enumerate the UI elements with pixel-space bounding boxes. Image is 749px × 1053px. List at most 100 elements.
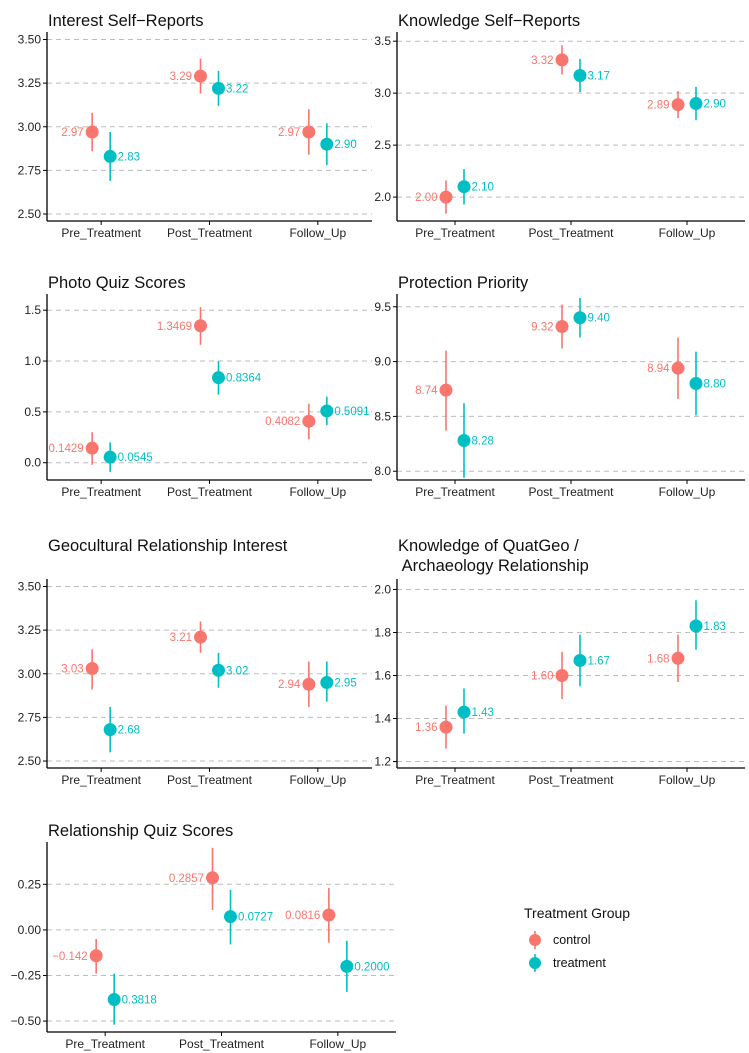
y-tick-label: 3.25 xyxy=(18,76,42,90)
data-point-control xyxy=(439,383,453,397)
x-tick-label: Pre_Treatment xyxy=(415,226,495,240)
data-label-control: −0.142 xyxy=(52,951,88,963)
chart-title: Relationship Quiz Scores xyxy=(48,822,233,840)
y-tick-label: 3.25 xyxy=(18,623,42,637)
data-label-control: 0.4082 xyxy=(265,416,300,428)
data-point-control xyxy=(85,662,99,676)
chart-title: Protection Priority xyxy=(398,274,529,292)
data-label-control: 1.60 xyxy=(531,671,553,683)
data-point-control xyxy=(85,125,99,139)
data-point-control xyxy=(671,361,685,375)
data-point-control xyxy=(555,53,569,67)
data-label-treatment: 3.17 xyxy=(588,70,610,82)
data-label-treatment: 2.83 xyxy=(118,151,140,163)
x-tick-label: Follow_Up xyxy=(289,226,346,240)
data-point-treatment xyxy=(457,705,471,719)
y-tick-label: 9.5 xyxy=(374,300,391,314)
data-point-control xyxy=(439,720,453,734)
chart-title: Interest Self−Reports xyxy=(48,12,203,30)
x-tick-label: Pre_Treatment xyxy=(415,773,495,787)
data-point-treatment xyxy=(573,68,587,82)
data-point-treatment xyxy=(573,653,587,667)
y-tick-label: 3.50 xyxy=(18,32,42,46)
data-point-treatment xyxy=(573,311,587,325)
x-tick-label: Follow_Up xyxy=(309,1037,366,1051)
data-point-treatment xyxy=(689,377,703,391)
x-tick-label: Post_Treatment xyxy=(529,773,615,787)
data-point-treatment xyxy=(103,450,117,464)
data-label-treatment: 2.90 xyxy=(704,99,726,111)
y-tick-label: 1.8 xyxy=(374,625,391,639)
data-label-control: 2.94 xyxy=(278,679,301,691)
x-tick-label: Pre_Treatment xyxy=(61,226,141,240)
data-label-control: 8.74 xyxy=(415,385,438,397)
data-point-treatment xyxy=(689,97,703,111)
data-label-treatment: 1.83 xyxy=(704,621,726,633)
x-tick-label: Post_Treatment xyxy=(529,226,615,240)
data-point-treatment xyxy=(320,675,334,689)
data-point-control xyxy=(322,908,336,922)
y-tick-label: 8.0 xyxy=(374,464,391,478)
legend-label-control: control xyxy=(553,933,591,947)
y-tick-label: 0.0 xyxy=(24,456,41,470)
data-label-treatment: 1.67 xyxy=(588,655,610,667)
data-point-treatment xyxy=(689,619,703,633)
chart-panel: Knowledge Self−Reports 2.0 2.5 3.0 3.5 Pre_Tr… xyxy=(374,12,745,240)
data-point-control xyxy=(89,949,103,963)
data-label-control: 2.89 xyxy=(647,100,669,112)
data-point-control xyxy=(194,319,207,333)
data-label-treatment: 0.3818 xyxy=(122,995,157,1007)
data-label-control: 3.29 xyxy=(170,71,192,83)
y-tick-label: 1.5 xyxy=(24,303,41,317)
data-point-treatment xyxy=(457,434,471,448)
data-label-control: 3.03 xyxy=(61,664,83,676)
data-point-control xyxy=(194,630,207,644)
chart-title: Photo Quiz Scores xyxy=(48,274,186,292)
data-point-treatment xyxy=(103,149,117,163)
legend-label-treatment: treatment xyxy=(553,956,606,970)
data-label-treatment: 8.80 xyxy=(704,379,726,391)
data-label-treatment: 2.90 xyxy=(334,139,356,151)
data-label-control: 2.97 xyxy=(61,127,83,139)
data-point-control xyxy=(302,677,316,691)
data-point-control xyxy=(85,441,99,455)
chart-panel: Geocultural Relationship Interest 2.50 2.7… xyxy=(18,537,372,787)
data-point-treatment xyxy=(457,180,471,194)
data-label-control: 9.32 xyxy=(531,322,553,334)
legend: Treatment Group control treatment xyxy=(524,905,630,972)
chart-panel: Relationship Quiz Scores −0.50 −0.25 0.00 0.… xyxy=(11,822,396,1051)
data-point-control xyxy=(439,190,453,204)
y-tick-label: 2.5 xyxy=(374,138,391,152)
data-label-control: 0.2857 xyxy=(169,873,204,885)
y-tick-label: 3.00 xyxy=(18,120,42,134)
data-label-control: 1.68 xyxy=(647,653,669,665)
data-point-treatment xyxy=(212,371,225,385)
data-label-control: 2.97 xyxy=(278,127,300,139)
x-tick-label: Post_Treatment xyxy=(529,485,615,499)
data-label-treatment: 8.28 xyxy=(472,436,494,448)
y-tick-label: 2.50 xyxy=(18,754,42,768)
data-point-treatment xyxy=(224,910,237,924)
data-point-control xyxy=(671,98,685,112)
data-label-control: 1.36 xyxy=(415,722,437,734)
x-tick-label: Follow_Up xyxy=(659,773,716,787)
x-tick-label: Pre_Treatment xyxy=(61,773,141,787)
data-label-treatment: 2.95 xyxy=(334,677,356,689)
data-label-treatment: 3.22 xyxy=(226,83,248,95)
legend-key-point xyxy=(529,934,541,946)
chart-panel: Photo Quiz Scores 0.0 0.5 1.0 1.5 Pre_Treatme… xyxy=(24,274,372,499)
data-label-control: 3.32 xyxy=(531,55,553,67)
chart-title: Geocultural Relationship Interest xyxy=(48,537,288,555)
y-tick-label: 1.2 xyxy=(374,755,391,769)
x-tick-label: Pre_Treatment xyxy=(415,485,495,499)
y-tick-label: −0.50 xyxy=(11,1014,42,1028)
y-tick-label: 9.0 xyxy=(374,355,391,369)
y-tick-label: 3.00 xyxy=(18,667,42,681)
data-point-control xyxy=(671,651,685,665)
data-point-treatment xyxy=(212,663,225,677)
data-label-control: 0.1429 xyxy=(48,443,83,455)
data-point-treatment xyxy=(320,137,334,151)
data-point-control xyxy=(555,320,569,334)
x-tick-label: Post_Treatment xyxy=(179,1037,265,1051)
